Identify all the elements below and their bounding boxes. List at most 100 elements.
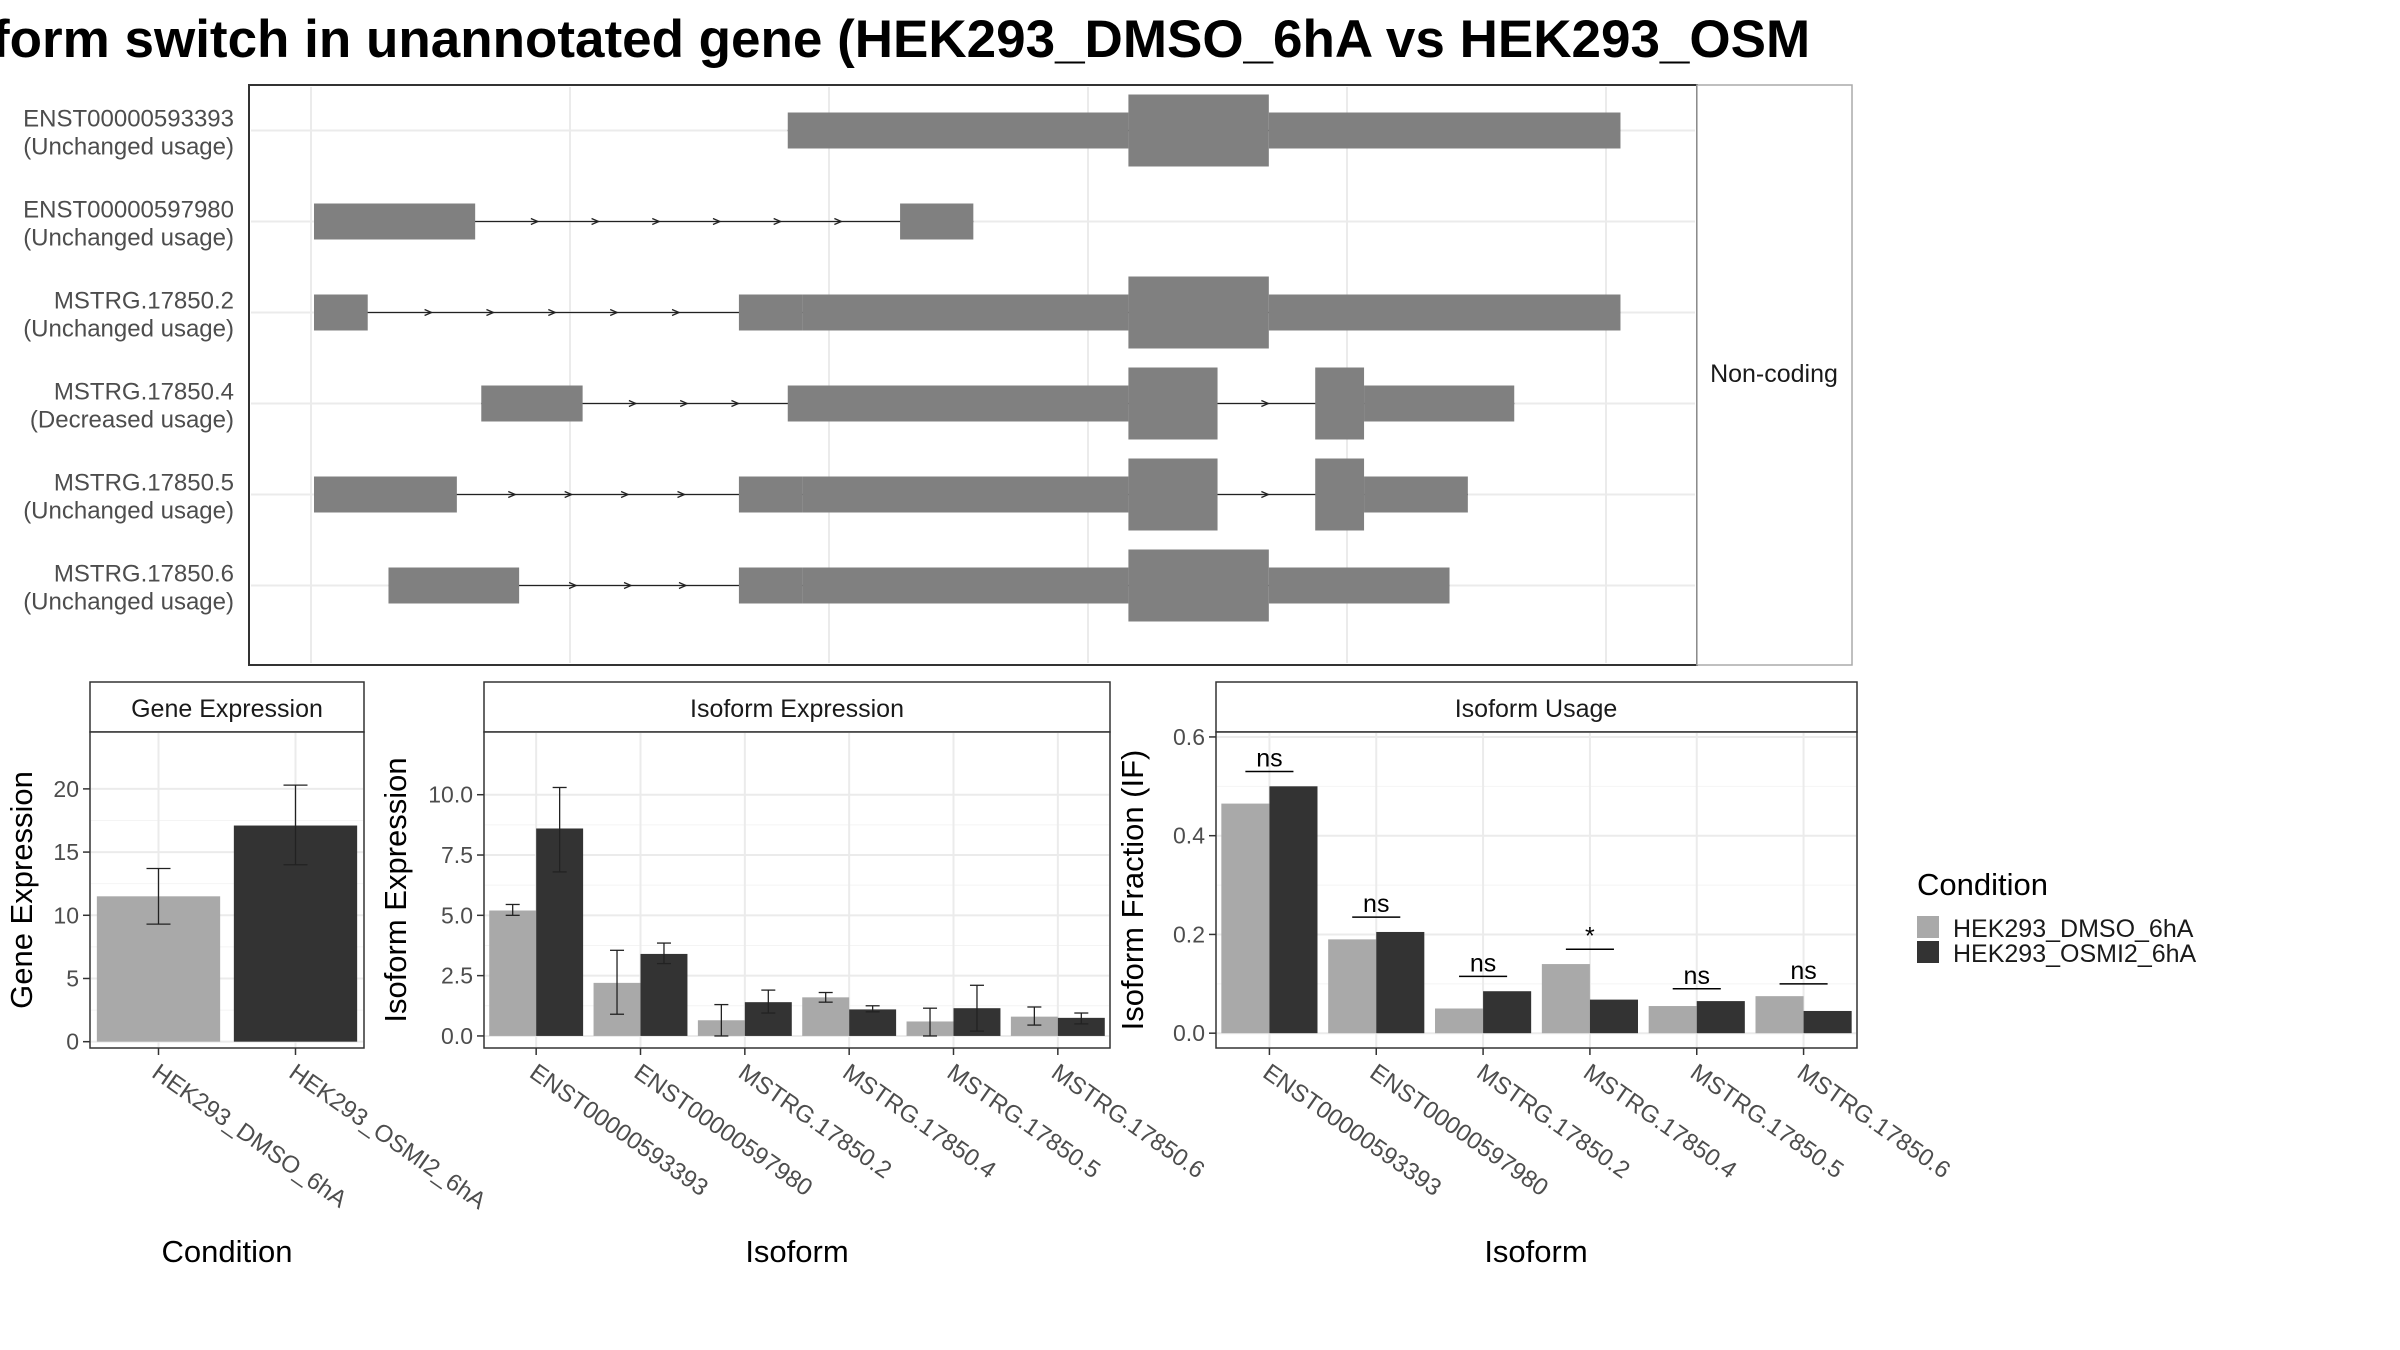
transcript-usage-label: (Unchanged usage) — [23, 316, 234, 343]
legend: Condition HEK293_DMSO_6hA HEK293_OSMI2_6… — [1917, 867, 2197, 968]
exon-block — [314, 476, 457, 513]
isoform-usage-y-label: Isoform Fraction (IF) — [1115, 750, 1150, 1031]
x-tick-label: ENST00000597980 — [629, 1059, 817, 1202]
bar — [640, 953, 688, 1036]
gene-expression-strip — [89, 681, 365, 733]
exon-block — [481, 385, 583, 422]
legend-label-osmi: HEK293_OSMI2_6hA — [1953, 940, 2197, 968]
exon-block — [738, 476, 803, 513]
legend-label-dmso: HEK293_DMSO_6hA — [1953, 915, 2194, 943]
exon-block — [802, 476, 1129, 513]
isoform-usage-strip-title: Isoform Usage — [1455, 695, 1618, 723]
intron-arrow — [591, 217, 601, 226]
transcript-id-label: ENST00000597980 — [23, 197, 234, 224]
exon-block — [1315, 458, 1365, 531]
exon-block — [1128, 276, 1269, 349]
intron-arrow — [671, 308, 681, 317]
exon-block — [1128, 367, 1218, 440]
transcript-id-label: ENST00000593393 — [23, 106, 234, 133]
y-tick-label: 15 — [53, 839, 79, 865]
isoform-expression-strip — [483, 681, 1111, 733]
y-tick-label: 0.0 — [1173, 1020, 1205, 1046]
significance-label: ns — [1684, 962, 1710, 990]
significance-label: * — [1585, 922, 1595, 950]
exon-block — [314, 294, 368, 331]
intron-arrow — [679, 399, 689, 408]
exon-block — [1315, 367, 1365, 440]
bar — [1221, 803, 1270, 1034]
significance-label: ns — [1363, 890, 1389, 918]
transcript-structure-panel: ENST00000593393(Unchanged usage)ENST0000… — [23, 84, 1853, 666]
bar — [1589, 999, 1638, 1034]
y-tick-label: 5 — [66, 965, 79, 991]
bar — [1541, 964, 1590, 1034]
intron-arrow — [712, 217, 722, 226]
y-tick-label: 0.0 — [441, 1023, 473, 1049]
figure-title: form switch in unannotated gene (HEK293_… — [0, 10, 1810, 69]
exon-block — [1364, 476, 1468, 513]
bar — [1057, 1017, 1105, 1036]
intron-arrow — [568, 581, 578, 590]
intron-arrow — [530, 217, 540, 226]
intron-arrow — [628, 399, 638, 408]
isoform-usage-strip — [1215, 681, 1858, 733]
transcript-usage-label: (Unchanged usage) — [23, 225, 234, 252]
exon-block — [388, 567, 520, 604]
intron-arrow — [731, 399, 741, 408]
bar — [489, 910, 537, 1036]
bar — [1648, 1006, 1697, 1034]
y-tick-label: 5.0 — [441, 902, 473, 928]
bar — [1696, 1001, 1745, 1034]
legend-swatch-osmi — [1917, 941, 1939, 963]
x-tick-label: ENST00000597980 — [1365, 1059, 1553, 1202]
exon-block — [1128, 94, 1269, 167]
transcript-rows — [314, 94, 1621, 622]
transcript-usage-label: (Unchanged usage) — [23, 498, 234, 525]
exon-block — [1268, 294, 1621, 331]
isoform-expression-plot-frame — [483, 731, 1111, 1049]
isoform-usage-x-label: Isoform — [1484, 1234, 1587, 1269]
exon-block — [900, 203, 974, 240]
transcript-labels: ENST00000593393(Unchanged usage)ENST0000… — [23, 106, 234, 616]
transcript-id-label: MSTRG.17850.4 — [54, 379, 234, 406]
intron-arrow — [1261, 490, 1271, 499]
isoform-expression-panel: Isoform Expression 0.0 2.5 5.0 7.5 10.0 ENST0… — [378, 681, 1209, 1269]
intron-arrow — [486, 308, 496, 317]
y-tick-label: 10 — [53, 902, 79, 928]
bar — [1435, 1008, 1484, 1034]
intron-arrow — [678, 581, 688, 590]
intron-arrow — [508, 490, 517, 499]
intron-arrow — [548, 308, 557, 317]
gene-expression-panel: Gene Expression 05101520HEK293_DMSO_6hAH… — [4, 681, 491, 1269]
gene-expression-x-label: Condition — [162, 1234, 293, 1269]
gene-expression-y-label: Gene Expression — [4, 771, 39, 1009]
facet-strip-right — [1696, 84, 1853, 666]
exon-block — [738, 294, 803, 331]
significance-label: ns — [1790, 957, 1816, 985]
bar — [1755, 996, 1804, 1034]
intron-arrow — [773, 217, 783, 226]
intron-arrow — [623, 581, 633, 590]
intron-arrow — [652, 217, 661, 226]
isoform-expression-x-label: Isoform — [745, 1234, 848, 1269]
transcript-id-label: MSTRG.17850.6 — [54, 561, 234, 588]
exon-block — [802, 294, 1129, 331]
isoform-expression-y-label: Isoform Expression — [378, 757, 413, 1022]
exon-block — [1128, 549, 1269, 622]
intron-arrow — [609, 308, 619, 317]
y-tick-label: 10.0 — [428, 782, 473, 808]
y-tick-label: 0.2 — [1173, 921, 1205, 947]
intron-arrow — [424, 308, 434, 317]
transcript-id-label: MSTRG.17850.5 — [54, 470, 234, 497]
strip-label-non-coding: Non-coding — [1710, 360, 1838, 388]
bar — [1483, 991, 1532, 1034]
x-tick-label: ENST00000593393 — [1258, 1059, 1446, 1202]
isoform-expression-strip-title: Isoform Expression — [690, 695, 904, 723]
y-tick-label: 0.6 — [1173, 724, 1205, 750]
y-tick-label: 7.5 — [441, 842, 473, 868]
intron-arrow — [677, 490, 687, 499]
intron-arrow — [564, 490, 574, 499]
bar — [1010, 1016, 1058, 1036]
exon-block — [1268, 112, 1621, 149]
